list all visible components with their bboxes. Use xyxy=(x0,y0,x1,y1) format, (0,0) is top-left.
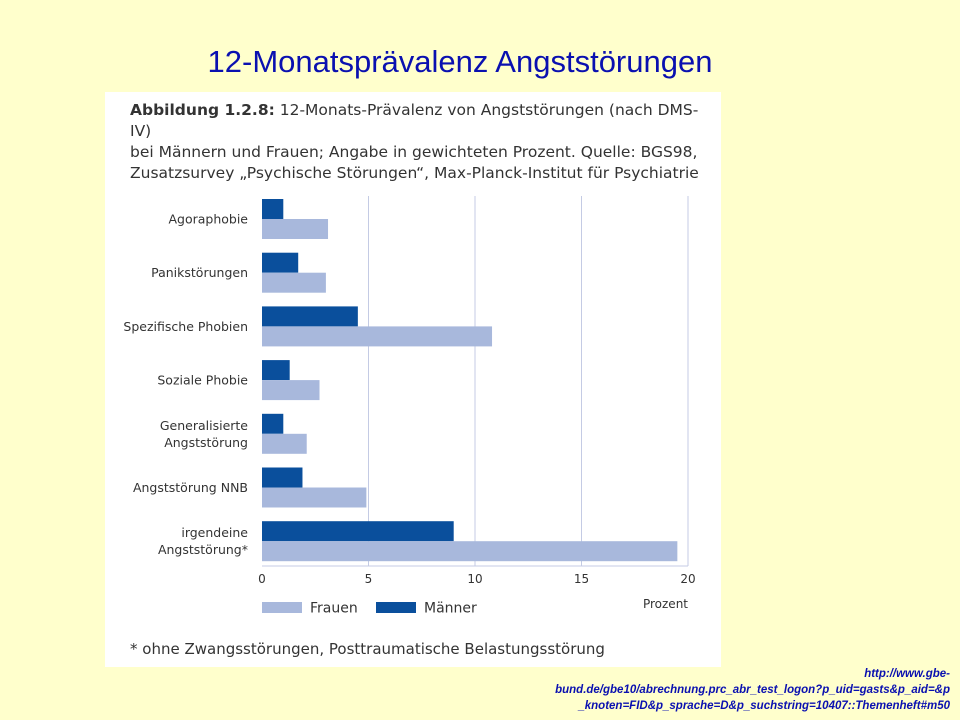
bar-maenner-1 xyxy=(262,252,299,273)
bar-frauen-2 xyxy=(262,326,493,347)
bar-maenner-0 xyxy=(262,199,284,219)
figure-panel: Abbildung 1.2.8: 12-Monats-Prävalenz von… xyxy=(105,92,721,667)
bar-frauen-0 xyxy=(262,219,329,239)
caption-line-1-rest: 12-Monats-Prävalenz von Angststörungen (… xyxy=(130,101,699,140)
legend-swatch-1 xyxy=(376,602,416,613)
bar-frauen-4 xyxy=(262,433,307,454)
slide-title: 12-Monatsprävalenz Angststörungen xyxy=(207,44,713,79)
source-url-line-3[interactable]: _knoten=FID&p_sprache=D&p_suchstring=104… xyxy=(578,700,950,712)
x-tick-label-0: 0 xyxy=(258,572,266,586)
caption-lead: Abbildung 1.2.8: xyxy=(130,101,275,119)
caption-line-1: Abbildung 1.2.8: 12-Monats-Prävalenz von… xyxy=(130,100,710,142)
category-label-4-0: Generalisierte xyxy=(160,418,248,433)
legend-label-0: Frauen xyxy=(310,601,358,617)
caption-line-3: Zusatzsurvey „Psychische Störungen“, Max… xyxy=(130,164,699,182)
x-axis-label: Prozent xyxy=(643,597,688,611)
category-label-2-0: Spezifische Phobien xyxy=(123,319,248,334)
legend: Frauen Männer xyxy=(262,601,477,617)
category-label-layer: Agoraphobie Panikstörungen Spezifische Pho… xyxy=(123,212,248,558)
bar-maenner-6 xyxy=(262,521,454,542)
bar-frauen-3 xyxy=(262,380,320,401)
source-url-line-1[interactable]: http://www.gbe- xyxy=(864,668,950,680)
bar-frauen-5 xyxy=(262,487,367,508)
figure-caption: Abbildung 1.2.8: 12-Monats-Prävalenz von… xyxy=(130,100,710,184)
x-tick-label-10: 10 xyxy=(467,572,482,586)
category-label-3-0: Soziale Phobie xyxy=(157,373,248,388)
bar-frauen-1 xyxy=(262,272,326,293)
source-url-line-2[interactable]: bund.de/gbe10/abrechnung.prc_abr_test_lo… xyxy=(555,684,950,696)
legend-label-1: Männer xyxy=(424,601,477,617)
category-label-1-0: Panikstörungen xyxy=(151,265,248,280)
category-label-5-0: Angststörung NNB xyxy=(133,480,248,495)
legend-swatch-0 xyxy=(262,602,302,613)
bar-maenner-3 xyxy=(262,360,290,381)
category-label-6-1: Angststörung* xyxy=(158,542,248,557)
category-label-4-1: Angststörung xyxy=(164,435,248,450)
grid-layer xyxy=(368,196,689,566)
source-url[interactable]: http://www.gbe- bund.de/gbe10/abrechnung… xyxy=(480,666,950,714)
caption-line-2: bei Männern und Frauen; Angabe in gewich… xyxy=(130,143,698,161)
x-tick-label-20: 20 xyxy=(680,572,695,586)
x-axis: 0 5 10 15 20 Prozent xyxy=(258,565,696,611)
x-tick-label-15: 15 xyxy=(574,572,589,586)
figure-footnote: * ohne Zwangsstörungen, Posttraumatische… xyxy=(130,640,605,658)
category-label-0-0: Agoraphobie xyxy=(168,212,248,227)
bar-maenner-4 xyxy=(262,413,284,434)
bar-maenner-5 xyxy=(262,467,303,488)
category-label-6-0: irgendeine xyxy=(181,525,248,540)
x-tick-label-5: 5 xyxy=(365,572,373,586)
bar-frauen-6 xyxy=(262,541,678,562)
bar-maenner-2 xyxy=(262,306,358,327)
bar-layer xyxy=(262,199,678,562)
bar-chart: Agoraphobie Panikstörungen Spezifische Pho… xyxy=(123,196,696,617)
